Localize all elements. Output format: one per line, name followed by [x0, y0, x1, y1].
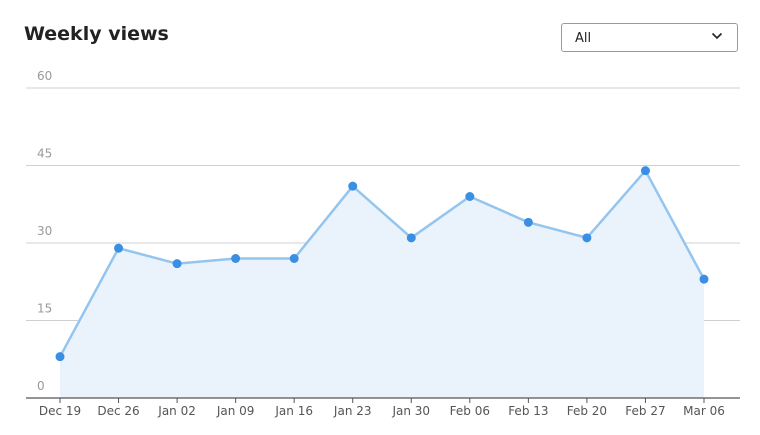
y-tick-label: 60: [37, 69, 52, 83]
x-tick-label: Jan 23: [333, 404, 372, 418]
data-point-jan-02[interactable]: [172, 259, 182, 269]
filter-select[interactable]: All: [561, 23, 738, 52]
x-tick-label: Jan 09: [216, 404, 255, 418]
data-point-jan-23[interactable]: [348, 181, 358, 191]
x-tick-label: Feb 06: [450, 404, 490, 418]
x-tick-label: Mar 06: [683, 404, 725, 418]
data-point-feb-13[interactable]: [523, 217, 533, 227]
y-tick-label: 45: [37, 147, 52, 161]
x-tick-label: Jan 02: [157, 404, 196, 418]
series-line: [58, 169, 706, 358]
data-point-feb-06[interactable]: [465, 192, 475, 201]
x-axis-ticks: Dec 19 Dec 26 Jan 02 Jan 09 Jan 16 Jan 23 Jan …: [39, 398, 725, 418]
filter-select-value: All: [575, 31, 592, 46]
x-tick-label: Feb 27: [625, 404, 665, 418]
data-point-jan-09[interactable]: [231, 254, 241, 263]
area-fill: [60, 170, 704, 398]
data-point-mar-06[interactable]: [699, 274, 709, 284]
y-tick-label: 0: [37, 379, 45, 393]
data-point-jan-30[interactable]: [406, 233, 416, 243]
data-point-dec-26[interactable]: [114, 243, 124, 253]
y-axis-ticks: 0 15 30 45 60: [37, 69, 52, 393]
x-tick-label: Feb 20: [567, 404, 607, 418]
chevron-down-icon: [711, 32, 723, 40]
data-point-dec-19[interactable]: [55, 352, 65, 362]
data-points: [55, 166, 709, 362]
x-tick-label: Feb 13: [508, 404, 548, 418]
x-tick-label: Jan 30: [391, 404, 430, 418]
chart-title: Weekly views: [24, 23, 169, 45]
data-point-feb-27[interactable]: [640, 166, 650, 176]
y-tick-label: 30: [37, 224, 52, 238]
x-tick-label: Jan 16: [274, 404, 313, 418]
data-point-feb-20[interactable]: [582, 233, 592, 243]
data-point-jan-16[interactable]: [289, 254, 299, 263]
x-tick-label: Dec 26: [97, 404, 139, 418]
x-tick-label: Dec 19: [39, 404, 81, 418]
y-tick-label: 15: [37, 302, 52, 316]
